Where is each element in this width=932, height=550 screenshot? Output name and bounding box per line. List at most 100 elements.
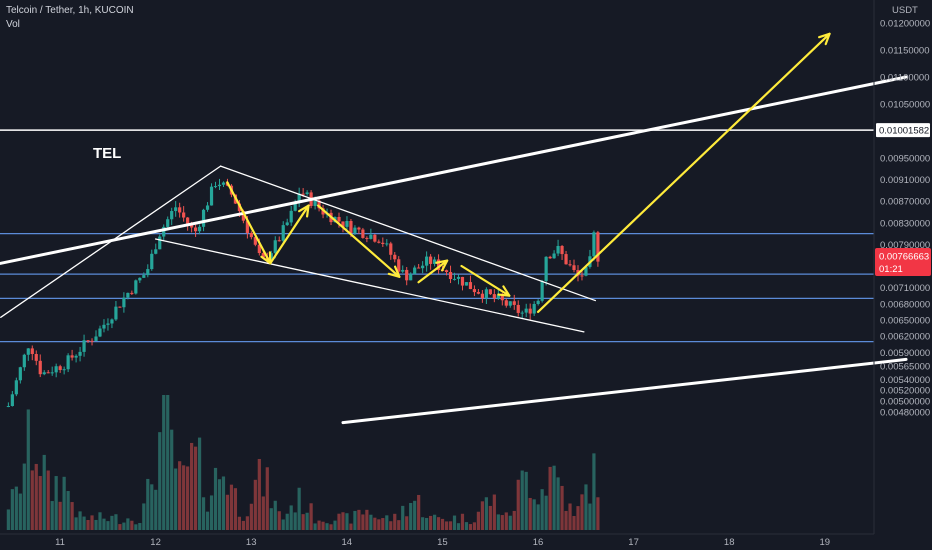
candle-body[interactable] xyxy=(170,211,174,220)
candle-body[interactable] xyxy=(82,340,86,352)
candle-body[interactable] xyxy=(556,245,560,254)
candle-body[interactable] xyxy=(460,276,465,286)
candle-body[interactable] xyxy=(249,232,253,238)
candle-body[interactable] xyxy=(126,292,130,298)
candle-body[interactable] xyxy=(193,227,198,232)
candle-body[interactable] xyxy=(253,237,257,245)
yellow-arrow-line[interactable] xyxy=(536,32,831,313)
candle-body[interactable] xyxy=(285,222,289,226)
candle-body[interactable] xyxy=(413,267,417,275)
candle-body[interactable] xyxy=(257,244,261,254)
candle-body[interactable] xyxy=(6,406,10,408)
candle-body[interactable] xyxy=(500,294,504,301)
candle-body[interactable] xyxy=(377,241,381,243)
candle-body[interactable] xyxy=(158,236,162,250)
candle-body[interactable] xyxy=(321,208,325,215)
candle-body[interactable] xyxy=(190,224,194,228)
candle-body[interactable] xyxy=(205,205,210,210)
candle-body[interactable] xyxy=(14,380,18,395)
candle-body[interactable] xyxy=(401,269,405,272)
yellow-arrow-line[interactable] xyxy=(269,204,310,265)
candle-body[interactable] xyxy=(580,275,584,277)
candle-body[interactable] xyxy=(432,259,437,264)
candle-body[interactable] xyxy=(162,226,166,237)
candle-body[interactable] xyxy=(269,253,273,261)
candle-body[interactable] xyxy=(464,282,469,286)
candle-body[interactable] xyxy=(516,304,520,313)
candle-body[interactable] xyxy=(10,394,14,407)
candle-body[interactable] xyxy=(393,254,397,260)
candle-body[interactable] xyxy=(452,278,457,280)
candle-body[interactable] xyxy=(261,253,265,258)
candle-body[interactable] xyxy=(293,202,297,211)
candle-body[interactable] xyxy=(456,276,461,279)
candle-body[interactable] xyxy=(596,232,600,262)
candle-body[interactable] xyxy=(186,217,190,225)
candle-body[interactable] xyxy=(174,207,178,212)
yellow-arrow-line[interactable] xyxy=(226,181,272,265)
candle-body[interactable] xyxy=(90,340,94,342)
candle-body[interactable] xyxy=(70,355,74,358)
candle-body[interactable] xyxy=(496,294,500,299)
candle-body[interactable] xyxy=(134,280,138,294)
candle-body[interactable] xyxy=(540,280,544,301)
candle-body[interactable] xyxy=(305,192,309,195)
candle-body[interactable] xyxy=(317,200,321,209)
candle-body[interactable] xyxy=(444,270,449,273)
candle-body[interactable] xyxy=(30,348,34,354)
trendline[interactable] xyxy=(219,165,597,302)
candle-body[interactable] xyxy=(201,209,206,227)
candle-body[interactable] xyxy=(528,308,532,314)
candle-body[interactable] xyxy=(213,186,218,188)
candle-body[interactable] xyxy=(504,300,508,306)
candle-body[interactable] xyxy=(405,269,409,281)
candle-body[interactable] xyxy=(50,372,54,374)
candle-body[interactable] xyxy=(209,186,214,206)
candle-body[interactable] xyxy=(118,306,122,308)
candle-body[interactable] xyxy=(277,240,281,242)
candle-body[interactable] xyxy=(38,360,42,375)
candle-body[interactable] xyxy=(142,275,146,278)
candle-body[interactable] xyxy=(138,277,142,281)
candle-body[interactable] xyxy=(273,240,277,254)
candle-body[interactable] xyxy=(178,207,182,213)
trendline[interactable] xyxy=(0,75,908,265)
candle-body[interactable] xyxy=(417,267,421,269)
candle-body[interactable] xyxy=(86,340,90,342)
candle-body[interactable] xyxy=(154,249,158,254)
candle-body[interactable] xyxy=(62,369,66,371)
candle-body[interactable] xyxy=(472,289,477,293)
candle-body[interactable] xyxy=(369,234,373,239)
candle-body[interactable] xyxy=(448,272,453,280)
candle-body[interactable] xyxy=(572,265,576,270)
trendline[interactable] xyxy=(341,357,908,425)
candle-body[interactable] xyxy=(512,301,516,305)
yellow-arrow-line[interactable] xyxy=(317,204,401,278)
candle-body[interactable] xyxy=(357,227,361,230)
candle-body[interactable] xyxy=(245,220,249,233)
candle-body[interactable] xyxy=(337,216,341,222)
candle-body[interactable] xyxy=(349,221,353,234)
yellow-arrow-line[interactable] xyxy=(460,264,511,297)
candle-body[interactable] xyxy=(146,269,150,276)
candle-body[interactable] xyxy=(468,282,473,290)
candle-body[interactable] xyxy=(508,301,512,306)
candle-body[interactable] xyxy=(66,355,70,370)
candle-body[interactable] xyxy=(536,300,540,304)
candle-body[interactable] xyxy=(409,274,413,281)
trendline[interactable] xyxy=(0,165,222,318)
candle-body[interactable] xyxy=(373,234,377,242)
candle-body[interactable] xyxy=(182,212,186,218)
candle-body[interactable] xyxy=(150,253,154,270)
candle-body[interactable] xyxy=(114,306,118,320)
candle-body[interactable] xyxy=(94,336,98,341)
candle-body[interactable] xyxy=(560,245,564,255)
candle-body[interactable] xyxy=(122,297,126,308)
candle-body[interactable] xyxy=(22,354,26,368)
candle-body[interactable] xyxy=(197,226,202,232)
candle-body[interactable] xyxy=(436,259,441,271)
candle-body[interactable] xyxy=(492,294,496,299)
candle-body[interactable] xyxy=(58,366,62,370)
candle-body[interactable] xyxy=(389,243,393,255)
